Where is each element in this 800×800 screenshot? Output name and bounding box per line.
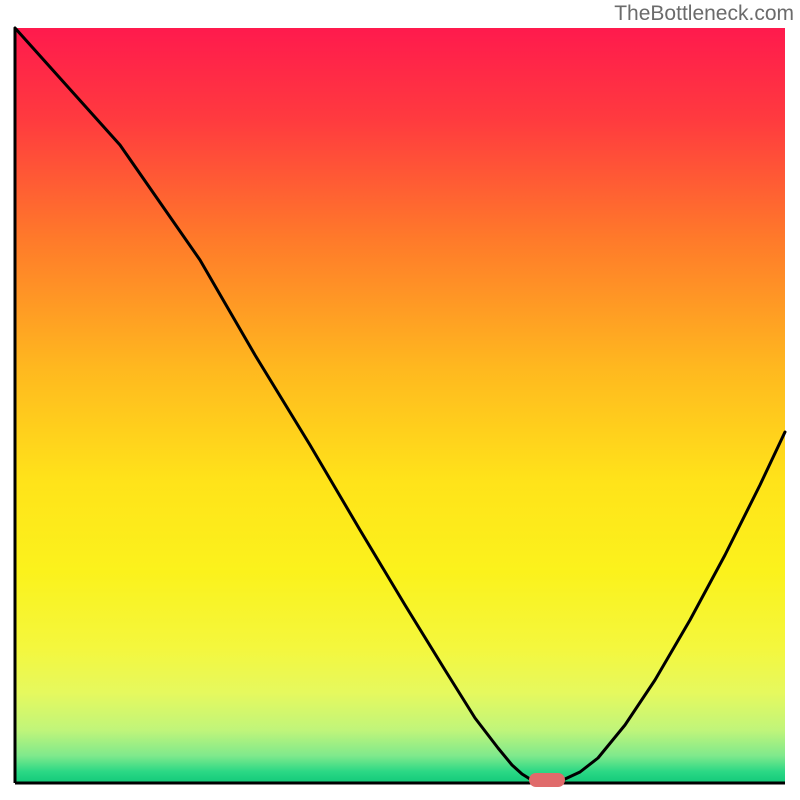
bottleneck-chart — [0, 0, 800, 800]
gradient-background — [15, 28, 785, 783]
watermark-text: TheBottleneck.com — [614, 2, 794, 26]
optimal-marker — [529, 773, 565, 787]
